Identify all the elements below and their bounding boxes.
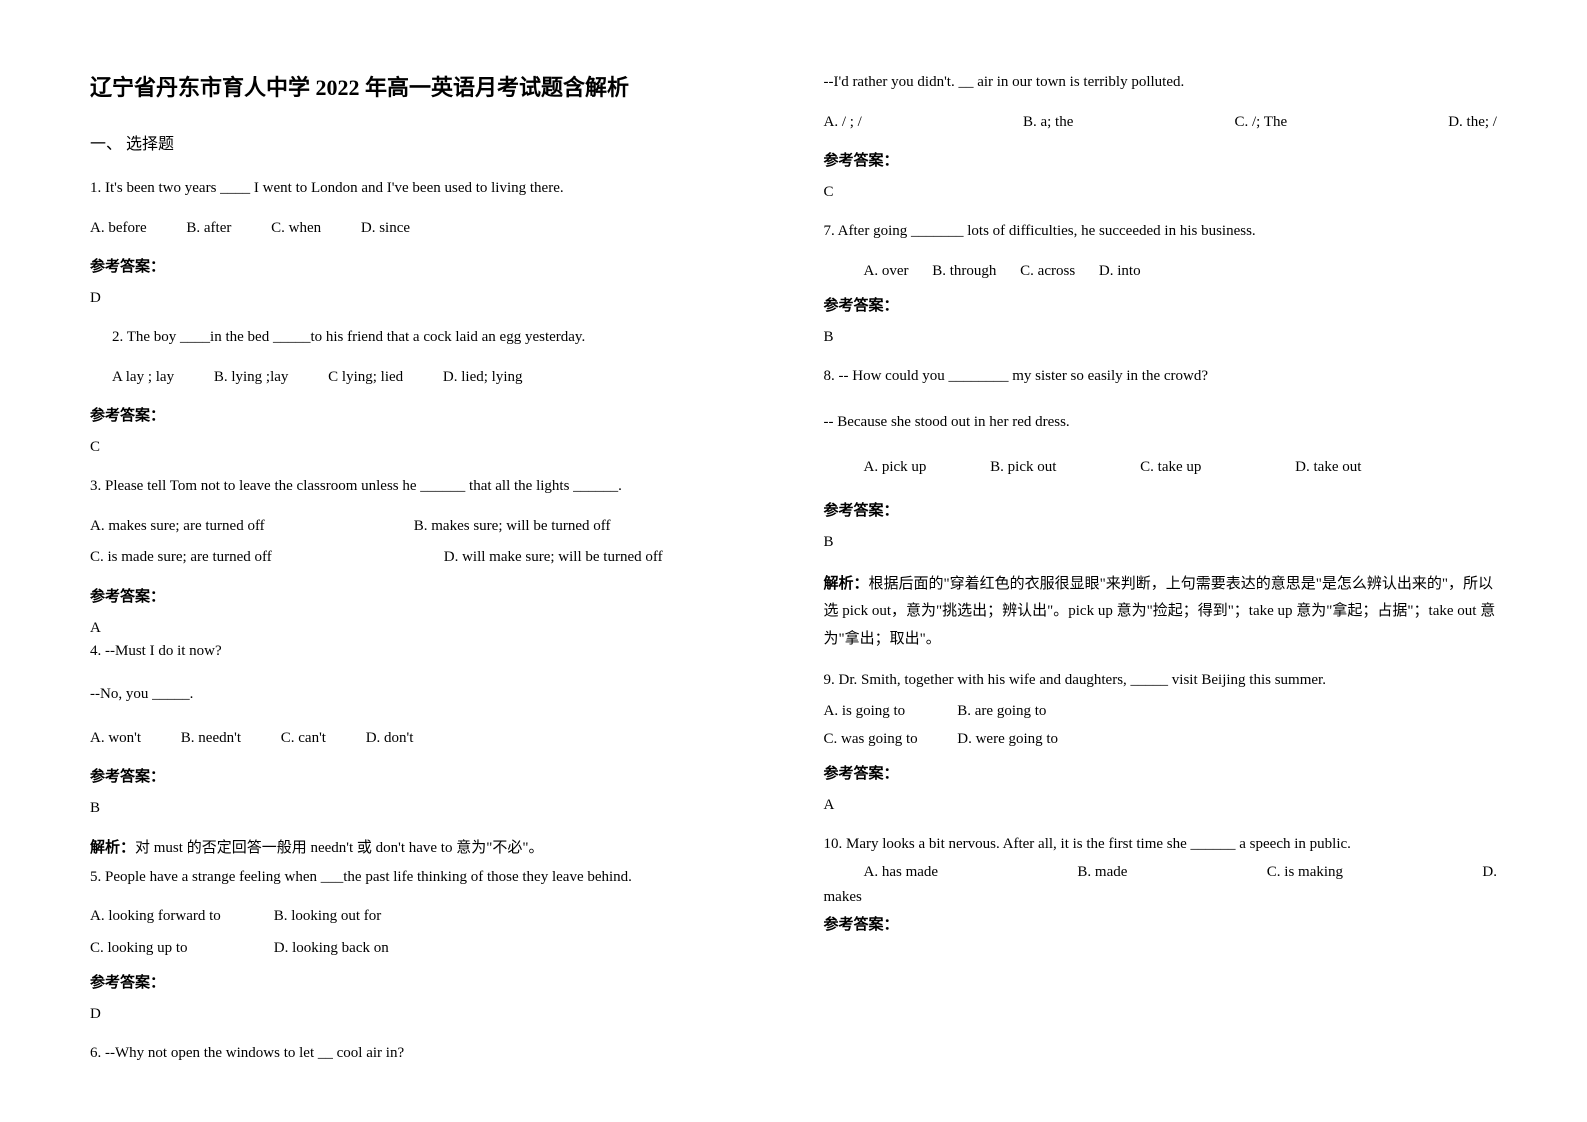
q5-ans-label: 参考答案： [90, 971, 764, 992]
q1-opt-d: D. since [361, 216, 410, 242]
doc-title: 辽宁省丹东市育人中学 2022 年高一英语月考试题含解析 [90, 70, 764, 102]
q8-options: A. pick up B. pick out C. take up D. tak… [824, 455, 1498, 481]
q9-opt-c: C. was going to [824, 727, 954, 753]
q7-opt-b: B. through [932, 259, 996, 285]
q7-options: A. over B. through C. across D. into [824, 259, 1498, 285]
q3-options-row2: C. is made sure; are turned off D. will … [90, 545, 764, 571]
q2-opt-a: A lay ; lay [112, 365, 174, 391]
q9-text: 9. Dr. Smith, together with his wife and… [824, 668, 1498, 694]
q8-explain: 解析：根据后面的"穿着红色的衣服很显眼"来判断，上句需要表达的意思是"是怎么辨认… [824, 571, 1498, 654]
q1-text: 1. It's been two years ____ I went to Lo… [90, 176, 764, 202]
q4-ans-label: 参考答案： [90, 765, 764, 786]
q6-answer: C [824, 184, 1498, 201]
q2-opt-b: B. lying ;lay [214, 365, 289, 391]
q9-opt-d: D. were going to [957, 731, 1058, 747]
q7-opt-a: A. over [864, 259, 909, 285]
q6-line2: --I'd rather you didn't. __ air in our t… [824, 70, 1498, 96]
q8-line1: 8. -- How could you ________ my sister s… [824, 364, 1498, 390]
q9-opt-a: A. is going to [824, 699, 954, 725]
q1-opt-c: C. when [271, 216, 321, 242]
q4-answer: B [90, 800, 764, 817]
q6-ans-label: 参考答案： [824, 149, 1498, 170]
section-heading: 一、 选择题 [90, 130, 764, 154]
q1-options: A. before B. after C. when D. since [90, 216, 764, 242]
q5-opt-c: C. looking up to [90, 936, 270, 962]
q4-explain: 解析：对 must 的否定回答一般用 needn't 或 don't have … [90, 835, 764, 863]
q8-ans-label: 参考答案： [824, 499, 1498, 520]
q4-explain-text: 对 must 的否定回答一般用 needn't 或 don't have to … [135, 840, 543, 856]
q10-opt-d: D. [1482, 860, 1497, 886]
q1-ans-label: 参考答案： [90, 255, 764, 276]
q3-options-row1: A. makes sure; are turned off B. makes s… [90, 514, 764, 540]
q5-opt-b: B. looking out for [274, 908, 382, 924]
q9-options-row2: C. was going to D. were going to [824, 727, 1498, 753]
q4-line1: 4. --Must I do it now? [90, 639, 764, 665]
q8-line2: -- Because she stood out in her red dres… [824, 410, 1498, 436]
q6-opt-d: D. the; / [1448, 110, 1497, 136]
q10-text: 10. Mary looks a bit nervous. After all,… [824, 832, 1498, 858]
q3-opt-c: C. is made sure; are turned off [90, 545, 440, 571]
q7-text: 7. After going _______ lots of difficult… [824, 219, 1498, 245]
q4-opt-a: A. won't [90, 726, 141, 752]
exam-page: 辽宁省丹东市育人中学 2022 年高一英语月考试题含解析 一、 选择题 1. I… [90, 70, 1497, 1082]
q8-opt-b: B. pick out [990, 455, 1056, 481]
q3-ans-label: 参考答案： [90, 585, 764, 606]
q5-answer: D [90, 1006, 764, 1023]
q2-opt-c: C lying; lied [328, 365, 403, 391]
q3-text: 3. Please tell Tom not to leave the clas… [90, 474, 764, 500]
explain-prefix: 解析： [824, 576, 869, 592]
q8-opt-c: C. take up [1140, 455, 1201, 481]
q6-opt-c: C. /; The [1234, 110, 1287, 136]
q5-opt-d: D. looking back on [274, 940, 389, 956]
q3-answer: A [90, 620, 764, 637]
q2-ans-label: 参考答案： [90, 404, 764, 425]
q9-opt-b: B. are going to [957, 703, 1046, 719]
q8-answer: B [824, 534, 1498, 551]
q7-ans-label: 参考答案： [824, 294, 1498, 315]
q3-opt-d: D. will make sure; will be turned off [444, 549, 663, 565]
q4-line2: --No, you _____. [90, 682, 764, 708]
q7-answer: B [824, 329, 1498, 346]
q9-ans-label: 参考答案： [824, 762, 1498, 783]
q2-options: A lay ; lay B. lying ;lay C lying; lied … [90, 365, 764, 391]
q1-opt-b: B. after [186, 216, 231, 242]
q9-options-row1: A. is going to B. are going to [824, 699, 1498, 725]
q2-opt-d: D. lied; lying [443, 365, 523, 391]
q5-text: 5. People have a strange feeling when __… [90, 865, 764, 891]
q5-options-row1: A. looking forward to B. looking out for [90, 904, 764, 930]
q10-tail: makes [824, 885, 1498, 911]
q10-opt-c: C. is making [1267, 860, 1343, 886]
q3-opt-b: B. makes sure; will be turned off [414, 514, 734, 540]
q10-options: A. has made B. made C. is making D. [824, 860, 1498, 886]
q1-answer: D [90, 290, 764, 307]
q7-opt-d: D. into [1099, 259, 1141, 285]
q6-line1: 6. --Why not open the windows to let __ … [90, 1041, 764, 1067]
q6-opt-b: B. a; the [1023, 110, 1073, 136]
q5-options-row2: C. looking up to D. looking back on [90, 936, 764, 962]
q4-opt-b: B. needn't [181, 726, 241, 752]
q10-ans-label: 参考答案： [824, 913, 1498, 934]
q6-opt-a: A. / ; / [824, 110, 862, 136]
q10-opt-b: B. made [1077, 860, 1127, 886]
q3-opt-a: A. makes sure; are turned off [90, 514, 410, 540]
q4-options: A. won't B. needn't C. can't D. don't [90, 726, 764, 752]
q10-opt-a: A. has made [864, 860, 939, 886]
q4-opt-c: C. can't [281, 726, 326, 752]
q2-text: 2. The boy ____in the bed _____to his fr… [90, 325, 764, 351]
q2-answer: C [90, 439, 764, 456]
q8-explain-text: 根据后面的"穿着红色的衣服很显眼"来判断，上句需要表达的意思是"是怎么辨认出来的… [824, 576, 1496, 648]
q5-opt-a: A. looking forward to [90, 904, 270, 930]
q1-opt-a: A. before [90, 216, 147, 242]
q7-opt-c: C. across [1020, 259, 1075, 285]
q6-options: A. / ; / B. a; the C. /; The D. the; / [824, 110, 1498, 136]
q4-opt-d: D. don't [366, 726, 414, 752]
explain-prefix: 解析： [90, 840, 135, 856]
q9-answer: A [824, 797, 1498, 814]
q8-opt-a: A. pick up [864, 455, 927, 481]
q8-opt-d: D. take out [1295, 455, 1361, 481]
